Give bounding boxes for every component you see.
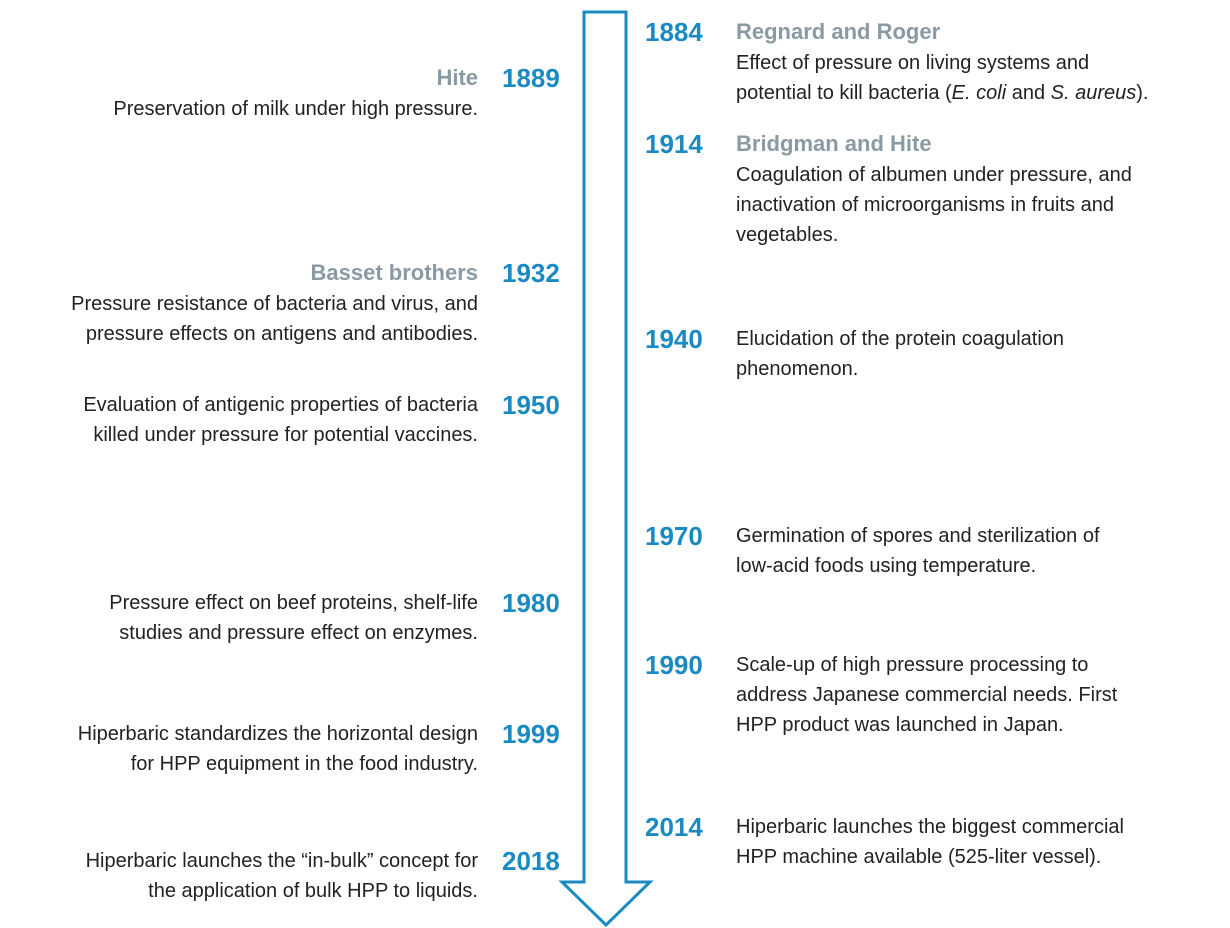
text-segment: Effect of pressure on living systems and	[736, 52, 1090, 74]
text-segment: for HPP equipment in the food industry.	[130, 753, 478, 775]
text-segment: killed under pressure for potential vacc…	[93, 424, 478, 446]
text-segment: Germination of spores and sterilization …	[736, 525, 1100, 547]
year: 2014	[645, 812, 703, 842]
description-line: Germination of spores and sterilization …	[736, 521, 1100, 551]
italic-segment: S. aureus	[1050, 82, 1137, 104]
author: Regnard and Roger	[736, 19, 941, 44]
description-line: Hiperbaric launches the “in-bulk” concep…	[86, 846, 478, 876]
text-segment: inactivation of microorganisms in fruits…	[736, 194, 1114, 216]
description-line: low-acid foods using temperature.	[736, 551, 1036, 581]
text-segment: Elucidation of the protein coagulation	[736, 328, 1065, 350]
text-segment: Hiperbaric launches the biggest commerci…	[736, 816, 1124, 838]
text-segment: potential to kill bacteria (	[736, 82, 952, 104]
year: 1970	[645, 521, 703, 551]
description-line: Coagulation of albumen under pressure, a…	[736, 160, 1132, 190]
description-line: Effect of pressure on living systems and	[736, 48, 1089, 78]
author: Hite	[436, 65, 478, 90]
text-segment: Pressure resistance of bacteria and viru…	[71, 293, 478, 315]
text-segment: pressure effects on antigens and antibod…	[85, 323, 478, 345]
text-segment: Hiperbaric launches the “in-bulk” concep…	[85, 850, 478, 872]
text-segment: Evaluation of antigenic properties of ba…	[83, 394, 478, 416]
description-line: pressure effects on antigens and antibod…	[86, 319, 478, 349]
year: 1940	[645, 324, 703, 354]
text-segment: vegetables.	[736, 224, 839, 246]
description-line: the application of bulk HPP to liquids.	[148, 876, 478, 906]
text-segment: ).	[1136, 82, 1149, 104]
year: 1950	[502, 390, 560, 420]
text-segment: Hiperbaric standardizes the horizontal d…	[77, 723, 478, 745]
author: Bridgman and Hite	[736, 131, 932, 156]
author: Basset brothers	[310, 260, 478, 285]
description-line: Pressure effect on beef proteins, shelf-…	[109, 588, 478, 618]
description-line: Elucidation of the protein coagulation	[736, 324, 1064, 354]
text-segment: Scale-up of high pressure processing to	[736, 654, 1089, 676]
description-line: killed under pressure for potential vacc…	[93, 420, 478, 450]
description-line: studies and pressure effect on enzymes.	[119, 618, 478, 648]
text-segment: Preservation of milk under high pressure…	[113, 98, 478, 120]
description-line: HPP machine available (525-liter vessel)…	[736, 842, 1101, 872]
description-line: Hiperbaric launches the biggest commerci…	[736, 812, 1124, 842]
description-line: inactivation of microorganisms in fruits…	[736, 190, 1114, 220]
year: 1999	[502, 719, 560, 749]
year: 1980	[502, 588, 560, 618]
description-line: HPP product was launched in Japan.	[736, 710, 1064, 740]
text-segment: and	[1006, 82, 1051, 104]
arrow-shape	[558, 10, 654, 928]
year: 1932	[502, 258, 560, 288]
text-segment: Coagulation of albumen under pressure, a…	[736, 164, 1132, 186]
description-line: Hiperbaric standardizes the horizontal d…	[78, 719, 478, 749]
text-segment: studies and pressure effect on enzymes.	[119, 622, 478, 644]
year: 1889	[502, 63, 560, 93]
description-line: for HPP equipment in the food industry.	[131, 749, 478, 779]
text-segment: Pressure effect on beef proteins, shelf-…	[109, 592, 478, 614]
description-line: Evaluation of antigenic properties of ba…	[83, 390, 478, 420]
description-line: Preservation of milk under high pressure…	[113, 94, 478, 124]
description-line: potential to kill bacteria (E. coli and …	[736, 78, 1148, 108]
description-line: Scale-up of high pressure processing to	[736, 650, 1088, 680]
description-line: address Japanese commercial needs. First	[736, 680, 1117, 710]
year: 1884	[645, 17, 703, 47]
text-segment: low-acid foods using temperature.	[736, 555, 1037, 577]
text-segment: address Japanese commercial needs. First	[736, 684, 1118, 706]
text-segment: the application of bulk HPP to liquids.	[148, 880, 478, 902]
description-line: vegetables.	[736, 220, 838, 250]
year: 1914	[645, 129, 703, 159]
text-segment: HPP product was launched in Japan.	[736, 714, 1064, 736]
description-line: phenomenon.	[736, 354, 858, 384]
italic-segment: E. coli	[951, 82, 1007, 104]
text-segment: HPP machine available (525-liter vessel)…	[736, 846, 1102, 868]
text-segment: phenomenon.	[736, 358, 859, 380]
year: 1990	[645, 650, 703, 680]
year: 2018	[502, 846, 560, 876]
description-line: Pressure resistance of bacteria and viru…	[71, 289, 478, 319]
